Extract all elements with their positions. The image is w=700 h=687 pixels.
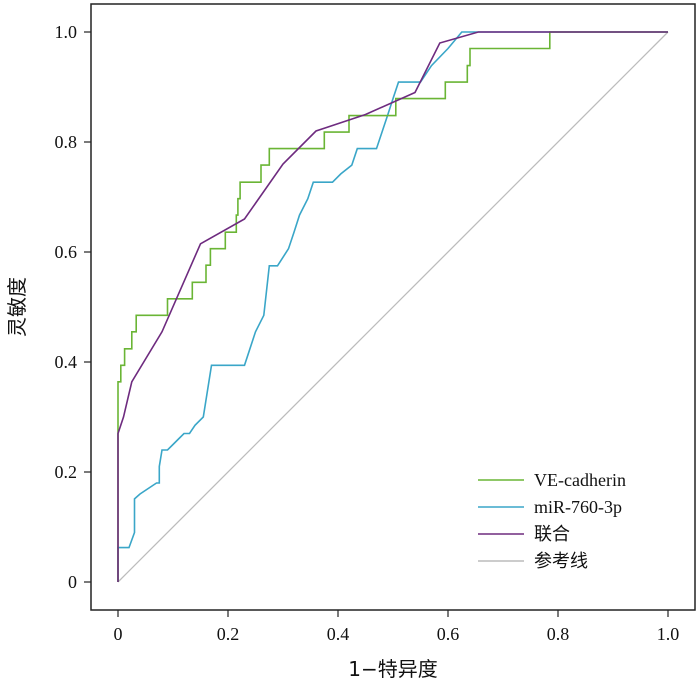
y-tick-label: 0.6 xyxy=(55,242,78,262)
legend-label: 参考线 xyxy=(534,551,588,571)
legend-label: VE-cadherin xyxy=(534,470,626,490)
x-tick-label: 0.8 xyxy=(547,624,570,644)
y-tick-label: 1.0 xyxy=(55,22,78,42)
x-tick-label: 0.6 xyxy=(437,624,460,644)
legend-label: 联合 xyxy=(534,524,570,544)
plot-frame xyxy=(90,3,696,611)
x-tick-label: 0.4 xyxy=(327,624,350,644)
y-axis: 0 0.2 0.4 0.6 0.8 1.0 xyxy=(55,22,91,592)
series-line-3 xyxy=(117,31,669,583)
y-tick-label: 0 xyxy=(68,572,77,592)
series-layer xyxy=(117,31,669,583)
y-axis-title: 灵敏度 xyxy=(5,277,29,337)
x-tick-label: 1.0 xyxy=(657,624,680,644)
y-tick-label: 0.8 xyxy=(55,132,78,152)
x-tick-label: 0.2 xyxy=(217,624,240,644)
x-axis-title: 1−特异度 xyxy=(348,657,437,681)
x-axis: 0 0.2 0.4 0.6 0.8 1.0 xyxy=(114,610,680,644)
y-tick-label: 0.2 xyxy=(55,462,78,482)
plot-area-border xyxy=(90,3,696,611)
series-line-0 xyxy=(117,31,668,582)
series-line-1 xyxy=(117,31,668,582)
legend-label: miR-760-3p xyxy=(534,497,622,517)
series-line-2 xyxy=(117,31,668,582)
y-tick-label: 0.4 xyxy=(55,352,78,372)
x-tick-label: 0 xyxy=(114,624,123,644)
